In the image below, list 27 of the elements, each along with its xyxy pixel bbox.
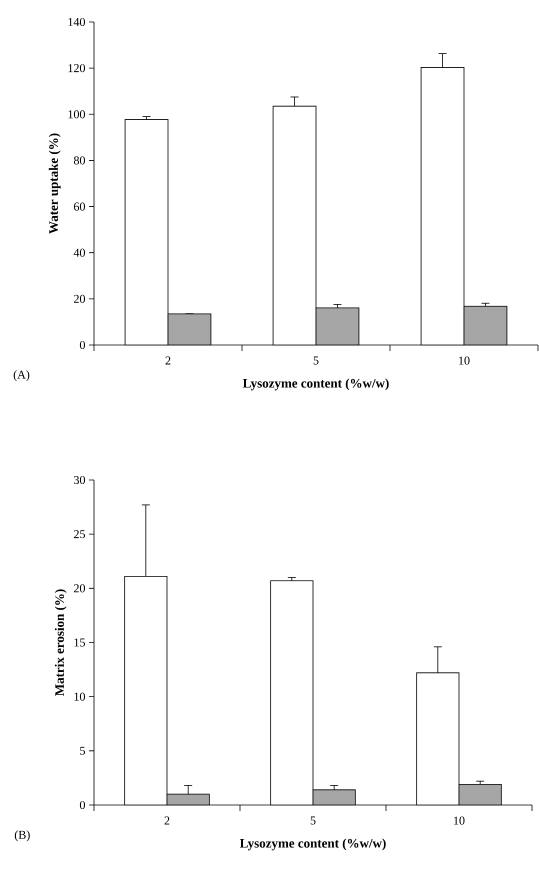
y-axis-title: Matrix erosion (%)	[54, 589, 67, 696]
y-tick-label: 0	[80, 800, 85, 810]
y-tick-label: 10	[74, 692, 85, 701]
x-tick-label: 2	[164, 816, 170, 824]
y-axis-title: Water uptake (%)	[48, 134, 61, 234]
y-tick-label: 0	[80, 340, 86, 350]
y-tick-label: 80	[74, 156, 85, 164]
y-tick-label: 120	[68, 64, 85, 72]
text: (A)	[14, 370, 30, 382]
y-tick-label: 20	[74, 294, 85, 303]
x-tick-label: 10	[459, 356, 470, 365]
x-tick-label: 2	[166, 356, 170, 364]
y-tick-label: 100	[68, 110, 85, 118]
y-tick-label: 30	[74, 476, 85, 484]
y-tick-label: 25	[74, 530, 85, 538]
y-tick-label: 40	[74, 248, 85, 257]
y-tick-label: 20	[74, 584, 85, 592]
x-tick-label: 5	[310, 816, 316, 824]
x-axis-title: Lysozyme content (%w/w)	[240, 838, 386, 850]
x-tick-label: 10	[454, 816, 465, 825]
y-tick-label: 140	[68, 18, 85, 26]
y-tick-label: 15	[74, 638, 85, 647]
x-tick-label: 5	[314, 356, 319, 364]
x-axis-title: Lysozyme content (%w/w)	[242, 378, 389, 390]
text: (B)	[14, 830, 30, 842]
y-tick-label: 60	[74, 202, 85, 211]
y-tick-label: 5	[80, 746, 85, 755]
